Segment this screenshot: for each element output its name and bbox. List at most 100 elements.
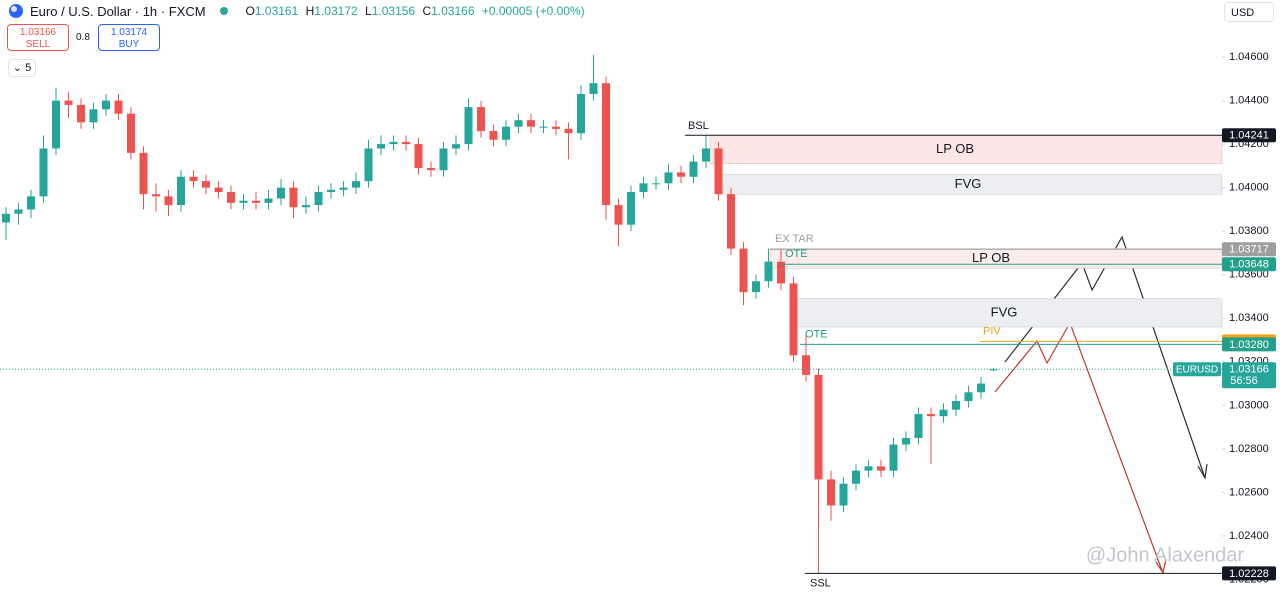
- candle-body: [414, 144, 423, 169]
- zone: [789, 298, 1223, 328]
- indicators-toggle[interactable]: ⌄ 5: [8, 59, 36, 77]
- open: 1.03161: [254, 4, 299, 18]
- candle-body: [239, 200, 248, 203]
- y-tick-label: 1.03600: [1229, 269, 1269, 281]
- candle-body: [52, 100, 60, 149]
- symbol: Euro / U.S. Dollar · 1h · FXCM: [30, 3, 206, 19]
- y-tick-label: 1.03800: [1229, 225, 1269, 237]
- candle-body: [252, 200, 260, 203]
- candle-body: [389, 141, 398, 145]
- ohlc: O1.03161 H1.03172 L1.03156 C1.03166 +0.0…: [242, 4, 585, 18]
- price-badge: [1222, 337, 1276, 352]
- candle-body: [727, 194, 735, 249]
- candle-body: [77, 104, 85, 123]
- price-badge-label: 1.04241: [1229, 130, 1269, 142]
- candle-body: [939, 409, 948, 417]
- level-label: EX TAR: [775, 233, 814, 245]
- candle-body: [739, 248, 748, 293]
- price-badge-label: 1.03648: [1229, 259, 1269, 271]
- sell-label: SELL: [25, 39, 51, 50]
- y-tick-label: 1.02800: [1229, 443, 1269, 455]
- price-badge: [1222, 566, 1276, 581]
- header: Euro / U.S. Dollar · 1h · FXCM O1.03161 …: [8, 3, 585, 19]
- candle-body: [102, 100, 110, 110]
- candle-body: [514, 120, 523, 127]
- zone-label: LP OB: [972, 250, 1010, 265]
- candle-body: [539, 126, 548, 128]
- price-badge-label: 1.02228: [1229, 568, 1269, 580]
- candle-body: [152, 194, 160, 197]
- candle-body: [139, 152, 148, 195]
- price-badge-label: 1.03280: [1229, 339, 1269, 351]
- projection-path: [1004, 235, 1206, 479]
- candle-body: [802, 355, 810, 375]
- symbol-badge-label: EURUSD: [1176, 364, 1218, 375]
- candle-body: [839, 483, 848, 506]
- candle-body: [64, 100, 73, 105]
- zone-label: FVG: [955, 176, 982, 191]
- price-badge: [1222, 242, 1276, 257]
- candle-body: [827, 479, 835, 506]
- candle-body: [439, 148, 448, 171]
- h-label: H: [305, 4, 315, 18]
- c-label: C: [422, 4, 432, 18]
- candle-body: [452, 144, 460, 149]
- candle-body: [202, 181, 210, 188]
- candle-body: [864, 466, 873, 471]
- candle-body: [227, 192, 235, 203]
- zone-label: LP OB: [936, 141, 974, 156]
- candle-body: [27, 196, 35, 210]
- candle-body: [177, 176, 185, 206]
- candle-body: [577, 94, 585, 134]
- candle-body: [889, 444, 898, 471]
- candle-body: [714, 148, 723, 195]
- o-label: O: [245, 4, 255, 18]
- candle-body: [977, 383, 985, 393]
- candle-body: [927, 414, 935, 417]
- candle-body: [214, 187, 223, 193]
- candle-body: [789, 283, 798, 356]
- candle-body: [164, 196, 173, 206]
- candle-body: [14, 209, 23, 214]
- candle-body: [902, 438, 910, 445]
- zone: [709, 135, 1223, 165]
- candle-body: [327, 189, 335, 193]
- currency-select[interactable]: USD: [1224, 2, 1274, 22]
- candle-body: [264, 198, 273, 203]
- y-tick-label: 1.04000: [1229, 182, 1269, 194]
- candle-body: [427, 168, 435, 171]
- buy-price: 1.03174: [110, 27, 148, 38]
- buy-button[interactable]: 1.03174 BUY: [98, 24, 160, 51]
- price-badge: [1222, 128, 1276, 143]
- candle-body: [989, 369, 998, 371]
- candle-body: [289, 187, 298, 208]
- candle-body: [689, 161, 698, 177]
- arrow-head: [1197, 463, 1208, 480]
- candle-body: [602, 83, 610, 206]
- sell-button[interactable]: 1.03166 SELL: [7, 24, 69, 51]
- candle-body: [527, 120, 535, 127]
- y-tick-label: 1.03400: [1229, 312, 1269, 324]
- high: 1.03172: [314, 4, 358, 18]
- candle-body: [752, 281, 760, 293]
- candle-body: [627, 192, 635, 225]
- candle-body: [589, 83, 598, 95]
- y-tick-label: 1.02400: [1229, 530, 1269, 542]
- y-tick-label: 1.04400: [1229, 94, 1269, 106]
- candle-body: [677, 172, 685, 177]
- low: 1.03156: [371, 4, 416, 18]
- candle-body: [89, 109, 98, 123]
- buy-label: BUY: [118, 39, 140, 50]
- level-label: OTE: [785, 248, 808, 260]
- candle-body: [877, 466, 885, 471]
- currency: USD: [1231, 7, 1255, 19]
- level-label: PIV: [983, 325, 1001, 337]
- candle-body: [114, 100, 123, 114]
- candle-body: [764, 261, 773, 282]
- candle-body: [552, 126, 560, 129]
- y-tick-label: 1.04600: [1229, 51, 1269, 63]
- candle-body: [339, 187, 348, 190]
- candle-body: [852, 470, 860, 484]
